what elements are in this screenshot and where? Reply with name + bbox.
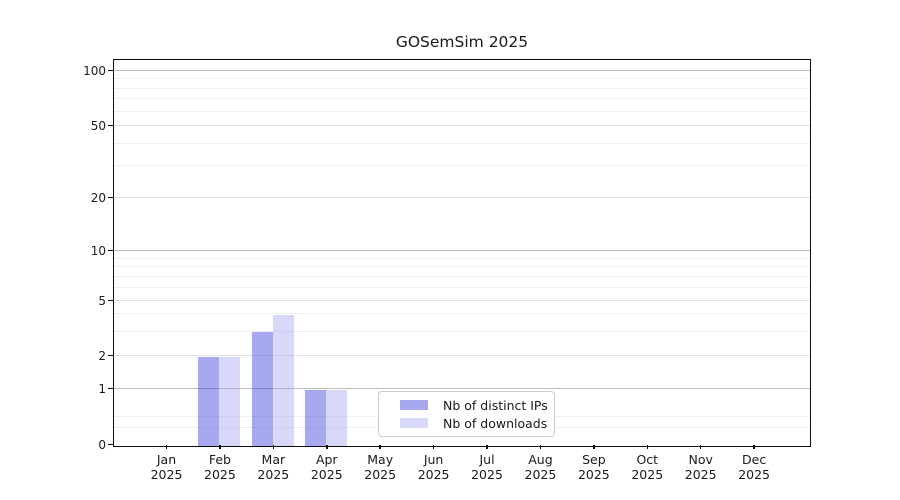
x-tick-year: 2025: [577, 466, 610, 482]
x-tick-mark: [272, 444, 275, 449]
x-tick-month: Apr: [315, 451, 338, 467]
x-tick-month: May: [367, 451, 394, 467]
gridline: [113, 286, 810, 288]
gridline: [113, 313, 810, 315]
x-tick-label: Mar 2025: [241, 452, 305, 482]
x-tick-year: 2025: [150, 466, 183, 482]
x-tick-month: Jan: [156, 451, 177, 467]
x-tick-mark: [432, 444, 435, 449]
x-tick-label: Jul 2025: [455, 452, 519, 482]
gridline: [113, 70, 810, 71]
gridline: [113, 300, 810, 301]
gridline: [113, 330, 810, 332]
x-tick-year: 2025: [310, 466, 343, 482]
gridline: [113, 87, 810, 89]
x-tick-month: Jul: [479, 451, 495, 467]
bar-distinct-ips: [251, 332, 273, 446]
legend-item-distinct-ips: Nb of distinct IPs: [379, 398, 554, 413]
legend-label-downloads: Nb of downloads: [443, 415, 548, 431]
x-tick-mark: [753, 444, 755, 449]
x-tick-label: Nov 2025: [669, 452, 733, 482]
x-tick-mark: [539, 444, 542, 449]
x-tick-label: Jan 2025: [135, 452, 199, 482]
y-tick-label: 20: [90, 190, 106, 205]
gridline: [113, 110, 810, 112]
y-tick-label: 10: [90, 243, 106, 258]
x-tick-mark: [486, 444, 488, 449]
x-tick-month: Aug: [528, 451, 553, 467]
gridline: [113, 388, 810, 389]
bar-distinct-ips: [198, 356, 220, 446]
x-tick-year: 2025: [257, 466, 290, 482]
chart-title: GOSemSim 2025: [395, 33, 529, 51]
y-tick-label: 50: [90, 118, 106, 133]
x-tick-mark: [593, 444, 595, 449]
x-tick-mark: [379, 444, 381, 449]
x-tick-label: May 2025: [348, 452, 412, 482]
y-tick-mark: [107, 124, 113, 127]
x-tick-year: 2025: [204, 466, 236, 482]
gridline: [113, 142, 810, 144]
x-tick-label: Apr 2025: [295, 452, 359, 482]
legend-item-downloads: Nb of downloads: [379, 416, 554, 431]
y-tick-mark: [107, 443, 113, 446]
legend: Nb of distinct IPs Nb of downloads: [378, 391, 555, 437]
y-tick-label: 2: [98, 348, 106, 363]
gridline: [113, 125, 810, 126]
x-tick-year: 2025: [738, 466, 771, 482]
x-tick-month: Mar: [261, 451, 286, 467]
x-tick-year: 2025: [631, 466, 664, 482]
x-tick-year: 2025: [364, 466, 397, 482]
x-tick-year: 2025: [417, 466, 450, 482]
legend-swatch-distinct-ips: [400, 400, 428, 410]
y-tick-label: 100: [83, 63, 106, 78]
bar-downloads: [326, 389, 348, 446]
x-tick-label: Jun 2025: [402, 452, 466, 482]
x-tick-mark: [646, 444, 649, 449]
bar-downloads: [272, 314, 294, 446]
y-tick-label: 1: [98, 381, 106, 396]
x-tick-mark: [219, 444, 221, 449]
x-tick-label: Feb 2025: [188, 452, 252, 482]
x-tick-month: Jun: [423, 451, 444, 467]
gridline: [113, 165, 810, 167]
y-tick-label: 5: [98, 293, 106, 308]
y-tick-mark: [107, 69, 113, 72]
x-tick-mark: [165, 444, 168, 449]
x-tick-year: 2025: [524, 466, 557, 482]
x-tick-year: 2025: [684, 466, 717, 482]
gridline: [113, 275, 810, 277]
gridline: [113, 250, 810, 251]
x-tick-month: Feb: [208, 451, 231, 467]
x-tick-month: Sep: [582, 451, 606, 467]
y-tick-mark: [107, 299, 113, 302]
x-tick-month: Dec: [742, 451, 767, 467]
y-tick-mark: [107, 354, 113, 357]
bar-distinct-ips: [305, 389, 327, 446]
gridline: [113, 355, 810, 356]
y-tick-mark: [107, 196, 113, 199]
y-tick-mark: [107, 387, 113, 390]
x-tick-label: Sep 2025: [562, 452, 626, 482]
legend-swatch-downloads: [400, 418, 428, 428]
gridline: [113, 98, 810, 100]
legend-label-distinct-ips: Nb of distinct IPs: [443, 397, 548, 413]
bar-downloads: [219, 356, 241, 446]
y-tick-mark: [107, 249, 113, 252]
x-tick-label: Oct 2025: [615, 452, 679, 482]
x-tick-mark: [699, 444, 702, 449]
plot-area: [112, 59, 811, 447]
gridline: [113, 266, 810, 268]
x-tick-year: 2025: [471, 466, 503, 482]
gridline: [113, 78, 810, 80]
gridline: [113, 197, 810, 198]
x-tick-label: Aug 2025: [508, 452, 572, 482]
x-tick-mark: [326, 444, 328, 449]
gridline: [113, 257, 810, 259]
x-tick-label: Dec 2025: [722, 452, 786, 482]
y-tick-label: 0: [98, 437, 106, 452]
x-tick-month: Nov: [688, 451, 713, 467]
x-tick-month: Oct: [636, 451, 659, 467]
